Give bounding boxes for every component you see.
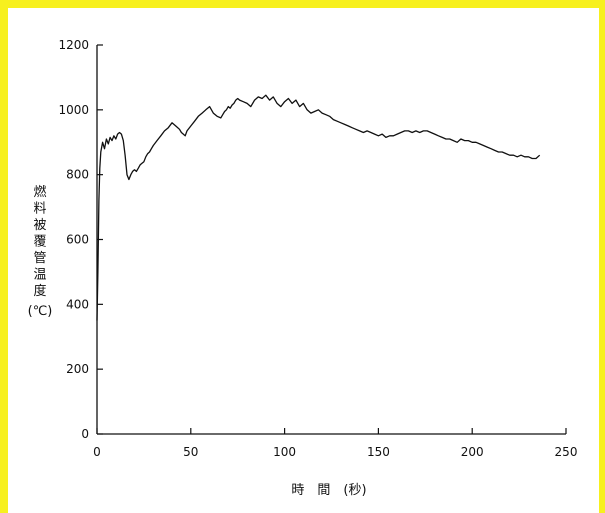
y-axis-title-char: 管 — [33, 251, 46, 266]
y-axis-unit: (℃) — [28, 304, 53, 319]
y-tick-label: 1000 — [58, 103, 89, 117]
x-tick-label: 150 — [367, 445, 390, 459]
y-tick-label: 0 — [81, 427, 89, 441]
y-axis-title-char: 覆 — [33, 235, 46, 250]
y-tick-label: 600 — [66, 233, 89, 247]
x-axis-title: 時 間 (秒) — [291, 483, 366, 498]
y-tick-label: 400 — [66, 297, 89, 311]
y-tick-label: 1200 — [58, 38, 89, 52]
x-tick-label: 200 — [461, 445, 484, 459]
y-axis-title-char: 度 — [33, 283, 46, 299]
axes — [96, 45, 566, 435]
y-tick-label: 800 — [66, 168, 89, 182]
y-axis-title-char: 燃 — [33, 184, 46, 200]
y-tick-label: 200 — [66, 362, 89, 376]
x-tick-label: 50 — [183, 445, 198, 459]
x-tick-label: 100 — [273, 445, 296, 459]
series-line — [96, 94, 541, 321]
y-axis-title-char: 温 — [33, 268, 46, 283]
y-axis-title-char: 被 — [33, 218, 46, 233]
x-tick-label: 250 — [555, 445, 578, 459]
y-axis-title-char: 料 — [33, 202, 46, 217]
x-tick-label: 0 — [93, 445, 101, 459]
ticks: 0 50 100 150 200 250 0 200 400 600 800 1000 1200 — [58, 38, 577, 459]
